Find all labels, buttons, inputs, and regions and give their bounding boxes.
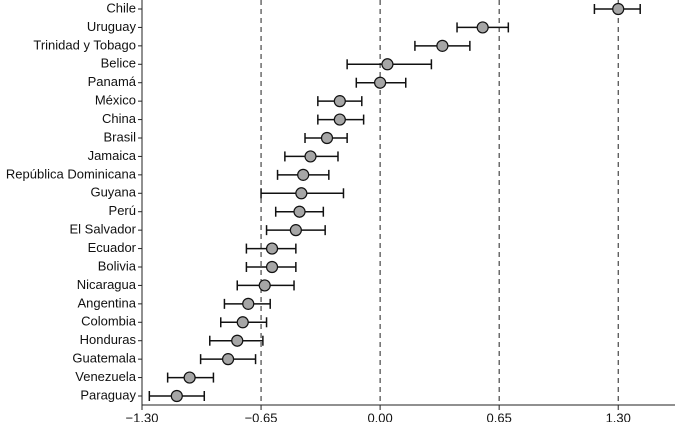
y-tick-label: Angentina <box>77 295 136 310</box>
point <box>265 260 279 274</box>
y-tick-label: China <box>102 111 137 126</box>
y-tick-label: México <box>95 93 136 108</box>
point <box>289 224 302 237</box>
point <box>612 2 625 16</box>
point <box>381 58 394 71</box>
point <box>221 353 235 366</box>
y-tick-label: Bolivia <box>98 258 137 273</box>
y-tick-label: Brasil <box>103 129 136 144</box>
point <box>170 389 183 403</box>
x-tick-label: 0.00 <box>367 410 392 422</box>
point <box>258 279 271 292</box>
point <box>242 297 255 310</box>
point <box>476 21 489 34</box>
point <box>295 187 308 200</box>
y-tick-label: Venezuela <box>75 369 136 384</box>
y-tick-label: Jamaica <box>88 148 137 163</box>
y-tick-label: Ecuador <box>88 240 137 255</box>
y-tick-label: Nicaragua <box>77 277 137 292</box>
y-tick-label: Uruguay <box>87 19 137 34</box>
point <box>304 150 317 163</box>
x-tick-label: −0.65 <box>245 410 278 422</box>
point <box>236 316 249 329</box>
y-tick-label: Guatemala <box>72 351 136 366</box>
x-tick-label: −1.30 <box>126 410 159 422</box>
y-tick-label: Paraguay <box>80 387 136 402</box>
point <box>297 168 310 181</box>
y-tick-label: Panamá <box>88 74 137 89</box>
x-tick-label: 0.65 <box>487 410 512 422</box>
y-tick-label: Trinidad y Tobago <box>33 37 136 52</box>
y-tick-label: República Dominicana <box>6 166 137 181</box>
point <box>436 39 449 52</box>
y-tick-label: El Salvador <box>70 222 137 237</box>
point <box>183 371 196 384</box>
x-tick-label: 1.30 <box>606 410 631 422</box>
y-tick-label: Guyana <box>90 185 136 200</box>
point <box>265 242 279 255</box>
y-tick-label: Perú <box>109 203 136 218</box>
y-tick-label: Chile <box>106 0 136 15</box>
y-tick-label: Colombia <box>81 314 137 329</box>
point <box>231 334 244 347</box>
point <box>293 205 306 218</box>
point <box>320 131 334 145</box>
point <box>374 76 387 89</box>
point <box>333 95 346 108</box>
y-tick-label: Honduras <box>80 332 137 347</box>
point <box>333 113 346 126</box>
y-tick-label: Belice <box>101 56 136 71</box>
